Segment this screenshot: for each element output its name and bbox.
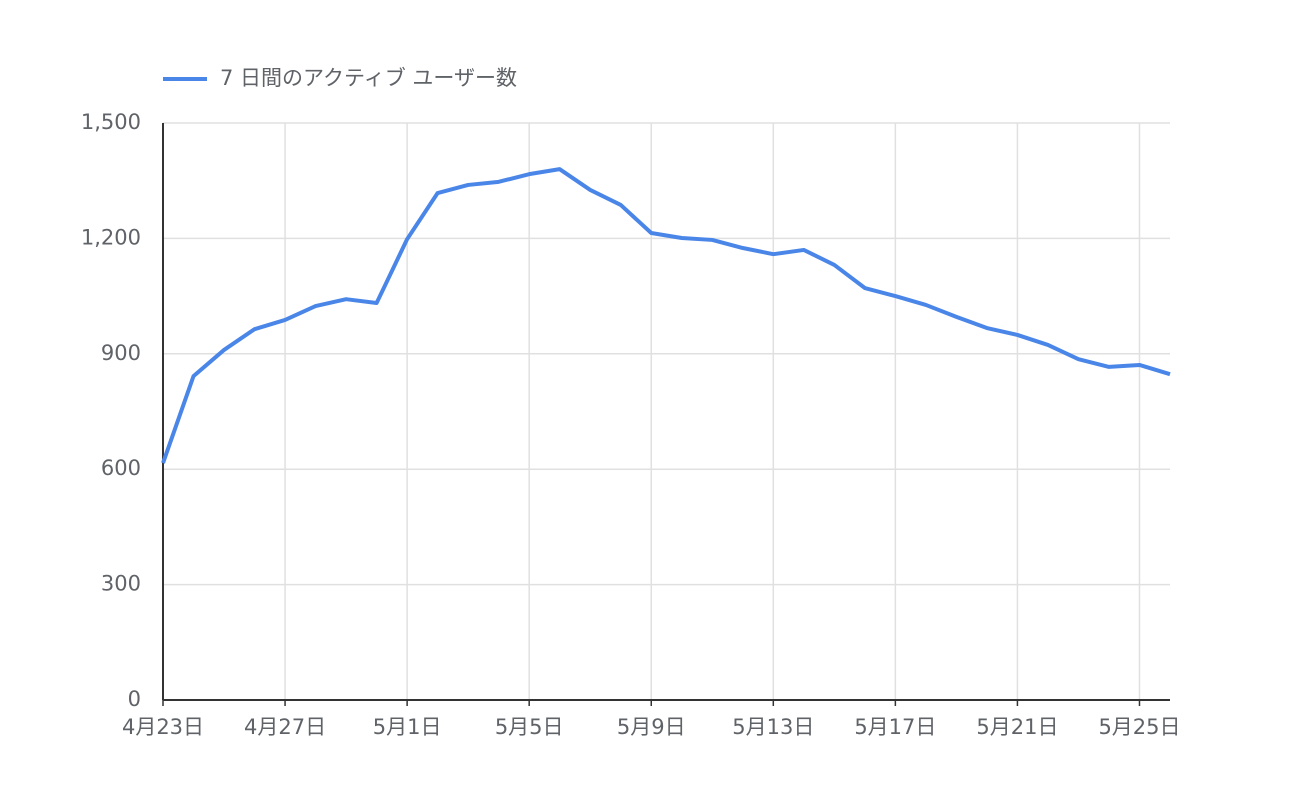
y-tick-label: 600 (101, 456, 141, 480)
y-tick-label: 300 (101, 572, 141, 596)
x-tick-label: 5月9日 (617, 715, 686, 739)
legend-label: 7 日間のアクティブ ユーザー数 (220, 66, 517, 90)
x-tick-label: 5月17日 (854, 715, 936, 739)
data-line (161, 167, 1171, 464)
y-tick-label: 1,500 (81, 110, 141, 134)
x-tick-label: 5月5日 (495, 715, 564, 739)
x-tick-label: 4月23日 (122, 715, 204, 739)
x-tick-label: 5月13日 (732, 715, 814, 739)
y-tick-label: 0 (128, 687, 141, 711)
x-tick-label: 5月1日 (373, 715, 442, 739)
y-tick-label: 1,200 (81, 225, 141, 249)
y-tick-label: 900 (101, 341, 141, 365)
x-tick-label: 5月25日 (1098, 715, 1180, 739)
x-tick-label: 4月27日 (244, 715, 326, 739)
x-tick-label: 5月21日 (976, 715, 1058, 739)
